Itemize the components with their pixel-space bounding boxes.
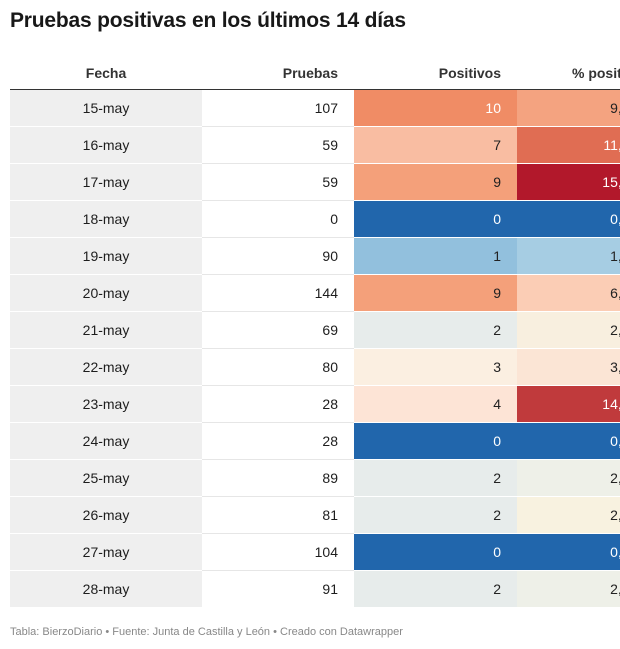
cell-fecha: 21-may	[10, 311, 202, 349]
cell-positivos: 7	[354, 126, 517, 164]
cell-fecha: 19-may	[10, 237, 202, 275]
column-header-positivos[interactable]: Positivos	[354, 56, 517, 90]
table-row: 15-may 107 109,3%	[10, 89, 620, 127]
cell-pct-positivo: 0,0%	[517, 533, 620, 571]
cell-pruebas: 91	[202, 570, 354, 607]
cell-positivos: 2	[354, 311, 517, 349]
cell-pruebas: 81	[202, 496, 354, 534]
cell-pruebas: 69	[202, 311, 354, 349]
footer-credits: Tabla: BierzoDiario • Fuente: Junta de C…	[10, 626, 403, 638]
cell-pruebas: 59	[202, 163, 354, 201]
cell-pruebas: 0	[202, 200, 354, 238]
cell-positivos: 4	[354, 385, 517, 423]
cell-pct-positivo: 0,0%	[517, 200, 620, 238]
cell-positivos: 9	[354, 163, 517, 201]
cell-fecha: 17-may	[10, 163, 202, 201]
cell-pct-positivo: 2,5%	[517, 496, 620, 534]
cell-positivos: 0	[354, 533, 517, 571]
cell-pct-positivo: 1,1%	[517, 237, 620, 275]
cell-fecha: 22-may	[10, 348, 202, 386]
column-header-fecha[interactable]: Fecha	[10, 56, 202, 90]
cell-fecha: 28-may	[10, 570, 202, 607]
cell-positivos: 2	[354, 496, 517, 534]
cell-pct-positivo: 9,3%	[517, 89, 620, 127]
cell-positivos: 1	[354, 237, 517, 275]
column-header-pruebas[interactable]: Pruebas	[202, 56, 354, 90]
cell-pct-positivo: 2,9%	[517, 311, 620, 349]
cell-positivos: 10	[354, 89, 517, 127]
cell-pct-positivo: 2,2%	[517, 570, 620, 607]
data-table: Fecha Pruebas Positivos % positivo 15-ma…	[10, 56, 620, 607]
cell-pct-positivo: 14,3%	[517, 385, 620, 423]
cell-pruebas: 90	[202, 237, 354, 275]
cell-fecha: 23-may	[10, 385, 202, 423]
cell-positivos: 0	[354, 422, 517, 460]
cell-pct-positivo: 2,2%	[517, 459, 620, 497]
cell-pruebas: 104	[202, 533, 354, 571]
cell-positivos: 2	[354, 459, 517, 497]
cell-positivos: 9	[354, 274, 517, 312]
cell-positivos: 3	[354, 348, 517, 386]
cell-fecha: 20-may	[10, 274, 202, 312]
cell-fecha: 24-may	[10, 422, 202, 460]
cell-pct-positivo: 0,0%	[517, 422, 620, 460]
cell-pruebas: 89	[202, 459, 354, 497]
cell-fecha: 16-may	[10, 126, 202, 164]
cell-pruebas: 107	[314, 100, 338, 116]
cell-pruebas: 28	[202, 385, 354, 423]
cell-fecha: 18-may	[10, 200, 202, 238]
cell-pct-positivo: 3,8%	[517, 348, 620, 386]
cell-fecha: 25-may	[10, 459, 202, 497]
cell-pruebas: 144	[202, 274, 354, 312]
chart-title: Pruebas positivas en los últimos 14 días	[10, 9, 406, 32]
cell-fecha: 27-may	[10, 533, 202, 571]
cell-pruebas: 80	[202, 348, 354, 386]
cell-pruebas: 59	[202, 126, 354, 164]
table-header-row: Fecha Pruebas Positivos % positivo	[10, 56, 620, 90]
cell-fecha: 15-may	[10, 89, 202, 127]
table-body: 15-may107109,3%16-may59711,9%17-may59915…	[10, 89, 620, 607]
cell-pruebas: 28	[202, 422, 354, 460]
cell-positivos: 2	[354, 570, 517, 607]
cell-pct-positivo: 11,9%	[517, 126, 620, 164]
cell-pct-positivo: 6,3%	[517, 274, 620, 312]
cell-positivos: 0	[354, 200, 517, 238]
column-header-pct-positivo[interactable]: % positivo	[517, 56, 620, 90]
cell-pct-positivo: 15,3%	[517, 163, 620, 201]
cell-fecha: 26-may	[10, 496, 202, 534]
